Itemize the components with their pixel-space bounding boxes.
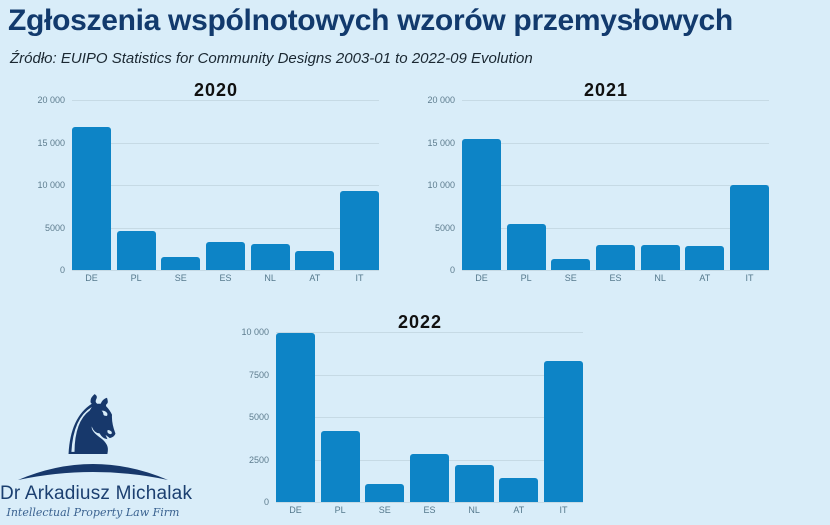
bar-2022-NL — [454, 465, 494, 502]
bar-2022-IT — [543, 361, 583, 502]
bar-2020-NL — [250, 243, 290, 270]
bar-2021-ES — [595, 244, 635, 270]
bar-2022-DE — [276, 332, 315, 502]
y-axis-tick-label: 10 000 — [241, 327, 269, 337]
logo-base-arc — [18, 464, 168, 480]
plot-area-2022: 0 2500 5000 7500 10 000 — [241, 327, 583, 507]
x-axis-tick-label: NL — [264, 273, 276, 283]
bar-2021-IT — [729, 184, 769, 270]
logo-firm-name: Dr Arkadiusz Michalak — [0, 483, 193, 504]
gridline — [462, 185, 769, 186]
bar-2020-PL — [116, 230, 156, 270]
y-axis-tick-label: 0 — [59, 265, 65, 275]
gridline — [462, 270, 769, 271]
logo-tagline: Intellectual Property Law Firm — [6, 506, 180, 519]
chart-title-2021: 2021 — [583, 80, 629, 100]
bar-2021-DE — [462, 139, 501, 270]
bar-2022-PL — [320, 430, 360, 502]
chart-2021: 2021 0 5000 10 000 15 000 20 000 DE PL SE ES NL A… — [408, 80, 804, 283]
gridline — [72, 142, 379, 144]
plot-area-2021: 0 5000 10 000 15 000 20 000 — [427, 95, 769, 275]
gridline — [462, 142, 769, 144]
bar-2020-ES — [205, 241, 245, 270]
chess-knight-icon: ♞ — [55, 379, 129, 474]
y-axis-tick-label: 20 000 — [37, 95, 65, 105]
gridline — [72, 185, 379, 186]
x-axis-tick-label: IT — [559, 505, 568, 515]
gridline — [276, 502, 583, 503]
y-axis-tick-label: 15 000 — [427, 137, 455, 148]
x-axis-labels-2020: DE PL SE ES NL AT IT — [72, 273, 379, 283]
bar-2020-SE — [161, 257, 201, 270]
page-title: Zgłoszenia wspólnotowych wzorów przemysł… — [8, 4, 733, 37]
x-axis-labels-2022: DE PL SE ES NL AT IT — [276, 505, 583, 515]
gridline — [276, 374, 583, 376]
y-axis-tick-label: 0 — [449, 265, 455, 275]
y-axis-tick-label: 20 000 — [427, 95, 455, 105]
x-axis-tick-label: DE — [475, 273, 488, 283]
x-axis-tick-label: IT — [355, 273, 364, 283]
x-axis-tick-label: AT — [513, 505, 525, 515]
x-axis-tick-label: DE — [289, 505, 302, 515]
y-axis-tick-label: 15 000 — [37, 137, 65, 148]
y-axis-tick-label: 5000 — [44, 222, 65, 233]
bar-2021-NL — [640, 244, 680, 270]
chart-2020: 2020 0 5000 10 000 15 000 20 000 DE PL SE ES NL A… — [18, 80, 414, 283]
x-axis-tick-label: SE — [564, 273, 577, 283]
gridline — [72, 100, 379, 101]
x-axis-tick-label: PL — [334, 505, 346, 515]
y-axis-tick-label: 5000 — [248, 412, 269, 422]
x-axis-tick-label: PL — [130, 273, 142, 283]
y-axis-tick-label: 7500 — [248, 369, 269, 380]
chart-title-2020: 2020 — [193, 80, 239, 100]
bars-2022 — [276, 332, 583, 502]
gridline — [72, 227, 379, 229]
gridline — [72, 270, 379, 271]
x-axis-tick-label: IT — [745, 273, 754, 283]
y-axis-tick-label: 5000 — [434, 222, 455, 233]
gridline — [462, 100, 769, 101]
bar-2022-SE — [365, 484, 405, 502]
bars-2020 — [72, 100, 379, 270]
gridline — [276, 417, 583, 418]
x-axis-tick-label: ES — [219, 273, 232, 283]
bar-2022-AT — [499, 478, 539, 502]
gridline — [462, 227, 769, 229]
x-axis-tick-label: AT — [699, 273, 711, 283]
x-axis-tick-label: NL — [654, 273, 666, 283]
plot-area-2020: 0 5000 10 000 15 000 20 000 — [37, 95, 379, 275]
x-axis-tick-label: NL — [468, 505, 480, 515]
bar-2020-DE — [72, 127, 111, 270]
x-axis-tick-label: PL — [520, 273, 532, 283]
bar-2020-IT — [339, 190, 379, 270]
bar-2021-SE — [551, 258, 591, 270]
bar-2022-ES — [409, 453, 449, 502]
x-axis-tick-label: AT — [309, 273, 321, 283]
bars-2021 — [462, 100, 769, 270]
y-axis-tick-label: 10 000 — [427, 180, 455, 190]
x-axis-tick-label: ES — [423, 505, 436, 515]
y-axis-tick-label: 0 — [263, 497, 269, 507]
bar-2021-PL — [506, 224, 546, 270]
gridline — [276, 332, 583, 333]
x-axis-tick-label: DE — [85, 273, 98, 283]
chart-2022: 2022 0 2500 5000 7500 10 000 DE PL SE ES NL AT IT — [222, 312, 618, 515]
y-axis-tick-label: 10 000 — [37, 180, 65, 190]
y-axis-tick-label: 2500 — [248, 454, 269, 465]
x-axis-tick-label: SE — [174, 273, 187, 283]
bar-2020-AT — [295, 250, 335, 270]
source-subtitle: Źródło: EUIPO Statistics for Community D… — [10, 50, 533, 67]
x-axis-tick-label: SE — [378, 505, 391, 515]
x-axis-labels-2021: DE PL SE ES NL AT IT — [462, 273, 769, 283]
x-axis-tick-label: ES — [609, 273, 622, 283]
bar-2021-AT — [685, 245, 725, 270]
chart-title-2022: 2022 — [397, 312, 443, 332]
